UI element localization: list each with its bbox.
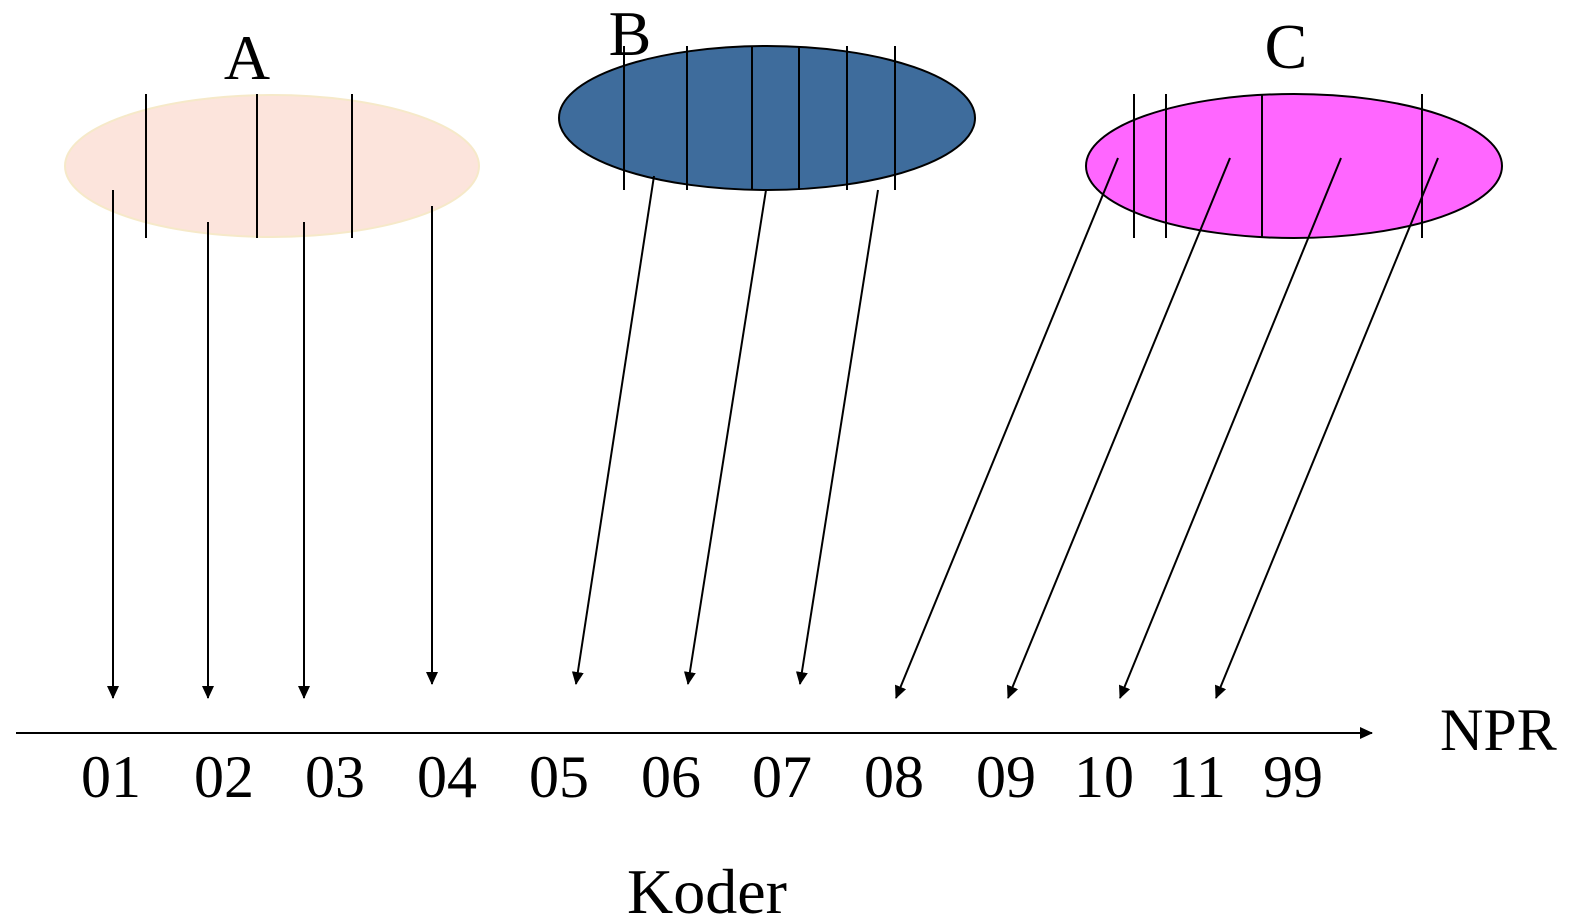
tick-label: 02	[194, 744, 254, 810]
set-a-label: A	[224, 22, 270, 93]
set-c-label: C	[1265, 11, 1308, 82]
npr-axis: NPR 01 02 03 04 05 06 07 08 09 10 11 99	[16, 697, 1557, 810]
tick-label: 11	[1168, 744, 1226, 810]
set-a: A	[64, 22, 480, 238]
set-c: C	[1085, 11, 1503, 239]
mapping-arrow	[1007, 157, 1231, 699]
set-b-ellipse	[558, 45, 976, 191]
tick-label: 08	[864, 744, 924, 810]
tick-label: 06	[641, 744, 701, 810]
mapping-arrow	[571, 175, 655, 685]
mapping-arrow	[895, 157, 1119, 699]
tick-label: 04	[417, 744, 477, 810]
mapping-arrow	[795, 189, 879, 685]
set-b-label: B	[609, 0, 652, 69]
tick-label: 01	[81, 744, 141, 810]
set-a-ellipse	[64, 94, 480, 238]
tick-label: 10	[1074, 744, 1134, 810]
set-c-ellipse	[1085, 93, 1503, 239]
diagram-caption: Koder	[627, 856, 787, 922]
axis-name: NPR	[1440, 697, 1557, 763]
tick-label: 09	[976, 744, 1036, 810]
mapping-arrow	[683, 189, 767, 685]
set-b: B	[558, 0, 976, 191]
tick-label: 99	[1263, 744, 1323, 810]
tick-label: 05	[529, 744, 589, 810]
tick-label: 07	[752, 744, 812, 810]
mapping-arrows	[107, 157, 1439, 699]
mapping-arrow	[1215, 157, 1439, 699]
mapping-arrow	[1118, 157, 1342, 699]
tick-label: 03	[305, 744, 365, 810]
